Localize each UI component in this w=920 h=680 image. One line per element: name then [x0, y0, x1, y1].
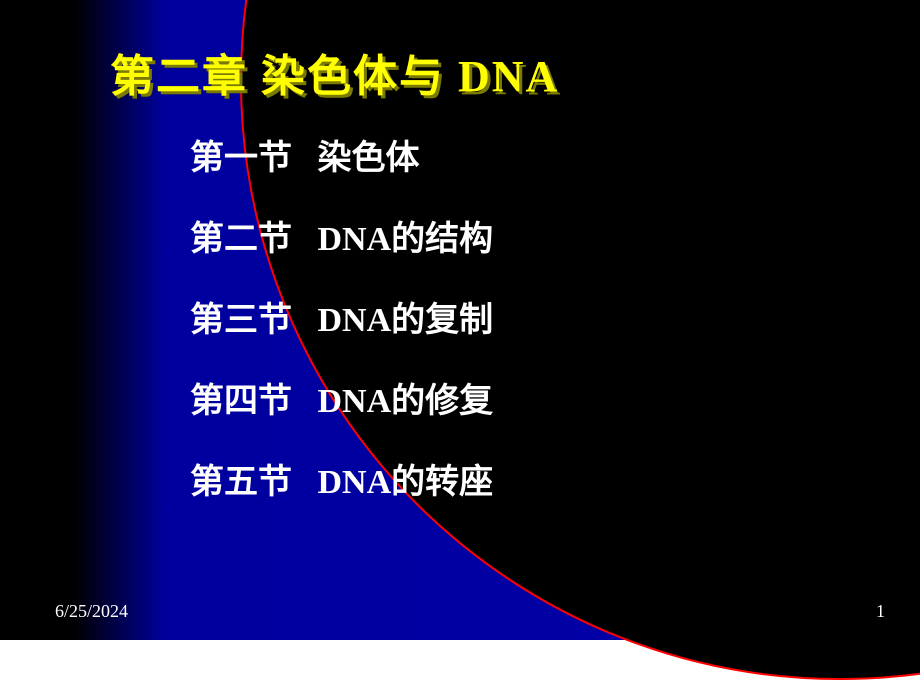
- section-item: 第一节 染色体: [190, 130, 493, 179]
- section-item: 第三节 DNA的复制: [190, 292, 493, 341]
- slide: 第二章 染色体与 DNA 第一节 染色体 第二节 DNA的结构 第三节 DNA的…: [0, 0, 920, 640]
- section-item: 第四节 DNA的修复: [190, 373, 493, 422]
- footer-page-number: 1: [876, 601, 885, 622]
- slide-title: 第二章 染色体与 DNA: [110, 40, 559, 104]
- slide-content: 第二章 染色体与 DNA 第一节 染色体 第二节 DNA的结构 第三节 DNA的…: [0, 0, 920, 640]
- footer-date: 6/25/2024: [55, 601, 128, 622]
- section-item: 第五节 DNA的转座: [190, 454, 493, 503]
- section-item: 第二节 DNA的结构: [190, 211, 493, 260]
- section-list: 第一节 染色体 第二节 DNA的结构 第三节 DNA的复制 第四节 DNA的修复…: [190, 130, 493, 535]
